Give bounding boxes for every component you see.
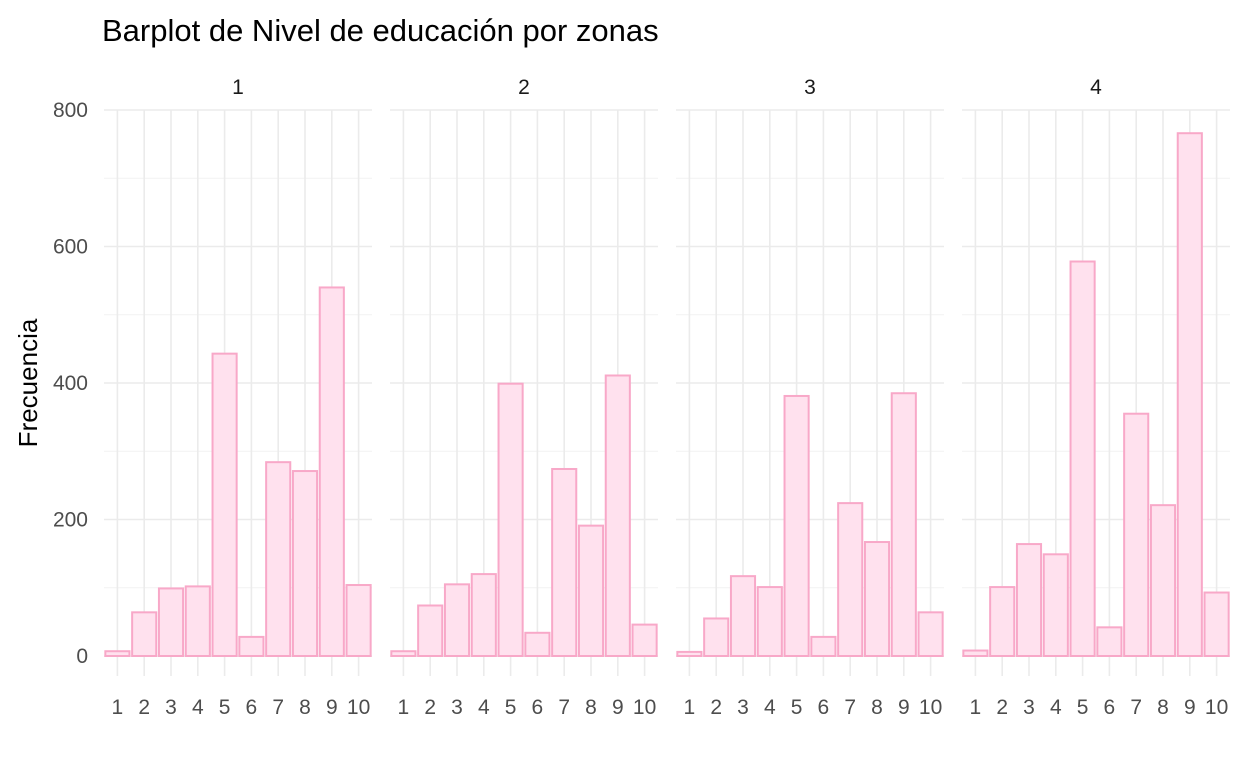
bar-zone-4-level-4 xyxy=(1042,553,1069,657)
y-tick-label: 200 xyxy=(53,509,88,532)
bar-zone-1-level-6 xyxy=(238,635,265,658)
x-tick-label: 1 xyxy=(398,696,410,719)
y-tick-label: 600 xyxy=(53,236,88,259)
x-tick-label: 4 xyxy=(192,696,204,719)
x-tick-label: 3 xyxy=(1023,696,1035,719)
x-tick-label: 8 xyxy=(1157,696,1169,719)
facet-panel-1: 11 2 3 4 5 6 7 8 9 10 xyxy=(104,76,372,719)
y-tick-label: 400 xyxy=(53,372,88,395)
facet-panel-3: 31 2 3 4 5 6 7 8 9 10 xyxy=(676,76,944,719)
bar-zone-2-level-6 xyxy=(524,631,551,657)
bar-zone-2-level-10 xyxy=(631,623,658,657)
bar-zone-1-level-5 xyxy=(211,352,238,657)
bar-zone-1-level-7 xyxy=(265,461,292,658)
facet-panel-2: 21 2 3 4 5 6 7 8 9 10 xyxy=(390,76,658,719)
y-tick-label: 800 xyxy=(53,99,88,122)
bar-zone-2-level-8 xyxy=(577,524,605,658)
bar-zone-3-level-6 xyxy=(810,635,837,658)
bar-zone-3-level-8 xyxy=(863,541,891,658)
x-tick-label: 6 xyxy=(818,696,830,719)
facet-strip-label: 3 xyxy=(804,76,816,99)
bar-zone-1-level-4 xyxy=(184,585,211,658)
bar-zone-4-level-8 xyxy=(1149,504,1177,658)
facet-strip-label: 2 xyxy=(518,76,530,99)
x-tick-label: 2 xyxy=(138,696,150,719)
x-tick-label: 10 xyxy=(633,696,656,719)
x-tick-label: 8 xyxy=(585,696,597,719)
bar-zone-1-level-8 xyxy=(291,470,319,658)
x-tick-label: 6 xyxy=(246,696,258,719)
x-tick-label: 7 xyxy=(272,696,284,719)
x-tick-label: 7 xyxy=(558,696,570,719)
x-tick-label: 2 xyxy=(424,696,436,719)
bar-zone-4-level-7 xyxy=(1123,412,1150,657)
x-tick-label: 5 xyxy=(505,696,517,719)
x-tick-label: 6 xyxy=(1104,696,1116,719)
x-tick-label: 1 xyxy=(112,696,124,719)
facet-strip-label: 4 xyxy=(1090,76,1102,99)
x-tick-label: 7 xyxy=(1130,696,1142,719)
x-tick-label: 3 xyxy=(165,696,177,719)
x-tick-label: 4 xyxy=(1050,696,1062,719)
bar-zone-3-level-5 xyxy=(783,394,810,657)
bar-zone-4-level-3 xyxy=(1015,543,1043,658)
bar-zone-1-level-10 xyxy=(345,584,372,658)
x-tick-label: 10 xyxy=(919,696,942,719)
bar-zone-4-level-5 xyxy=(1069,260,1096,657)
bar-zone-2-level-9 xyxy=(604,374,631,657)
y-axis-label: Frecuencia xyxy=(13,318,43,447)
bar-zone-4-level-10 xyxy=(1203,591,1230,658)
x-tick-label: 9 xyxy=(326,696,338,719)
x-tick-label: 2 xyxy=(710,696,722,719)
bar-zone-2-level-1 xyxy=(390,650,417,657)
bar-zone-1-level-3 xyxy=(157,587,185,657)
x-tick-label: 3 xyxy=(737,696,749,719)
x-tick-label: 10 xyxy=(1205,696,1228,719)
bar-zone-1-level-2 xyxy=(131,611,158,658)
x-tick-label: 3 xyxy=(451,696,463,719)
x-tick-label: 4 xyxy=(478,696,490,719)
bar-zone-3-level-7 xyxy=(837,502,864,657)
x-tick-label: 7 xyxy=(844,696,856,719)
x-tick-label: 8 xyxy=(299,696,311,719)
bar-zone-4-level-1 xyxy=(962,649,989,657)
bar-zone-3-level-2 xyxy=(703,617,730,658)
chart-title: Barplot de Nivel de educación por zonas xyxy=(102,13,659,48)
bar-zone-4-level-6 xyxy=(1096,626,1123,658)
facet-panel-4: 41 2 3 4 5 6 7 8 9 10 xyxy=(962,76,1230,719)
x-tick-label: 9 xyxy=(898,696,910,719)
bar-zone-1-level-1 xyxy=(104,650,131,657)
bar-zone-3-level-10 xyxy=(917,611,944,658)
x-tick-label: 10 xyxy=(347,696,370,719)
x-tick-label: 8 xyxy=(871,696,883,719)
bar-zone-2-level-7 xyxy=(551,467,578,657)
x-tick-label: 2 xyxy=(996,696,1008,719)
bar-zone-1-level-9 xyxy=(318,286,345,657)
bar-zone-3-level-1 xyxy=(676,650,703,658)
x-tick-label: 5 xyxy=(1077,696,1089,719)
bar-zone-2-level-4 xyxy=(470,573,497,657)
y-tick-label: 0 xyxy=(76,645,88,668)
bar-zone-3-level-4 xyxy=(756,586,783,658)
x-tick-label: 4 xyxy=(764,696,776,719)
bar-zone-2-level-3 xyxy=(443,583,471,658)
x-tick-label: 1 xyxy=(970,696,982,719)
x-tick-label: 6 xyxy=(532,696,544,719)
facet-strip-label: 1 xyxy=(232,76,244,99)
x-tick-label: 5 xyxy=(791,696,803,719)
bar-zone-2-level-2 xyxy=(417,604,444,657)
bar-zone-4-level-2 xyxy=(989,586,1016,658)
bar-zone-3-level-9 xyxy=(890,392,917,657)
bar-zone-3-level-3 xyxy=(729,575,757,658)
bar-zone-4-level-9 xyxy=(1176,132,1203,657)
x-tick-label: 9 xyxy=(612,696,624,719)
x-tick-label: 1 xyxy=(684,696,696,719)
x-tick-label: 5 xyxy=(219,696,231,719)
x-tick-label: 9 xyxy=(1184,696,1196,719)
bar-zone-2-level-5 xyxy=(497,382,524,657)
